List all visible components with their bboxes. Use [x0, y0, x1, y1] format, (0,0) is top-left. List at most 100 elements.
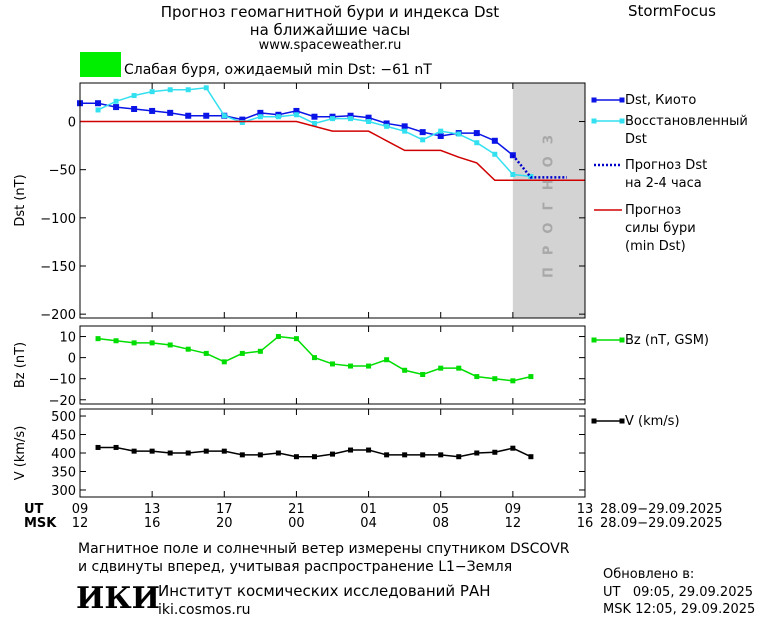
data-point [384, 452, 390, 458]
data-point [95, 107, 101, 113]
x-tick-label-msk: 16 [144, 516, 161, 531]
data-point [275, 114, 281, 120]
data-point [474, 450, 480, 456]
y-axis-label: Dst (nT) [13, 174, 28, 226]
legend-marker [619, 97, 625, 103]
data-point [167, 450, 173, 456]
data-point [293, 112, 299, 118]
legend-marker [619, 118, 625, 124]
data-point [131, 106, 138, 113]
data-point [257, 348, 263, 354]
legend-label: Прогноз силы бури (min Dst) [625, 203, 696, 254]
updated-msk: MSK 12:05, 29.09.2025 [603, 602, 756, 617]
data-point [492, 449, 498, 455]
legend-marker [619, 337, 625, 343]
data-point [239, 452, 245, 458]
data-point [221, 113, 227, 119]
data-point [203, 448, 209, 454]
updated-ut: UT 09:05, 29.09.2025 [603, 585, 754, 600]
legend-marker [591, 418, 597, 424]
data-point [348, 363, 354, 369]
forecast-label: ПРОГНОЗ [541, 123, 556, 278]
data-point [275, 450, 281, 456]
x-tick-label: 01 [360, 502, 377, 517]
data-point [113, 98, 119, 104]
site-url: www.spaceweather.ru [258, 38, 402, 53]
data-point [239, 116, 246, 123]
date-range: 28.09−29.09.2025 [600, 516, 723, 531]
data-point [113, 338, 119, 344]
data-point [149, 448, 155, 454]
y-tick-label: 350 [51, 465, 76, 480]
data-point [221, 448, 227, 454]
data-point [239, 350, 245, 356]
data-point [293, 454, 299, 460]
legend-label: Прогноз Dst на 2-4 часа [625, 158, 708, 191]
plot-frame [79, 325, 586, 405]
data-point [330, 451, 335, 457]
data-point [311, 120, 317, 126]
legend-marker [591, 118, 597, 124]
data-point [420, 371, 426, 377]
data-point [366, 119, 372, 125]
legend-marker [591, 97, 597, 103]
data-point [311, 355, 317, 361]
data-point [384, 123, 390, 129]
institute-url: iki.cosmos.ru [158, 602, 251, 618]
data-point [348, 447, 354, 453]
data-point [185, 450, 191, 456]
brand: StormFocus [628, 2, 716, 20]
y-tick-label: 10 [59, 331, 76, 346]
data-point [456, 365, 462, 371]
data-point [257, 452, 263, 458]
data-point [185, 87, 191, 93]
data-point [402, 367, 408, 373]
msk-label: MSK [24, 516, 57, 531]
y-tick-label: 300 [51, 484, 76, 499]
y-tick-label: 0 [68, 352, 76, 367]
data-point [185, 112, 192, 119]
data-point [492, 151, 498, 157]
data-point [510, 171, 516, 177]
x-tick-label-msk: 08 [432, 516, 449, 531]
x-tick-label: 13 [577, 502, 594, 517]
y-tick-label: −50 [49, 164, 76, 179]
data-point [528, 374, 534, 380]
x-tick-label: 21 [288, 502, 305, 517]
data-point [239, 119, 245, 125]
legend-marker [591, 337, 597, 343]
plot-frame [79, 82, 586, 319]
status-color [80, 52, 121, 77]
data-point [456, 454, 462, 460]
data-point [131, 448, 137, 454]
data-point [185, 346, 191, 352]
data-point [420, 452, 426, 458]
data-point [401, 123, 408, 130]
institute: Институт космических исследований РАН [158, 582, 491, 600]
data-point [95, 444, 101, 450]
data-point [203, 350, 209, 356]
legend-label: Bz (nT, GSM) [625, 333, 710, 348]
data-point [473, 130, 480, 137]
data-point [419, 129, 426, 136]
data-point [149, 89, 155, 95]
x-tick-label-msk: 20 [216, 516, 233, 531]
x-tick-label-msk: 12 [505, 516, 522, 531]
title: Прогноз геомагнитной бури и индекса Dst … [160, 3, 500, 39]
data-point [366, 447, 372, 453]
data-point [149, 107, 156, 114]
x-tick-label-msk: 16 [577, 516, 594, 531]
data-point [330, 116, 335, 122]
forecast-region [512, 83, 585, 318]
data-point [384, 357, 390, 363]
legend-label: Dst, Киото [625, 93, 697, 108]
x-tick-label: 17 [216, 502, 233, 517]
y-tick-label: 400 [51, 447, 76, 462]
series-line [97, 87, 531, 178]
x-tick-label-msk: 04 [360, 516, 377, 531]
y-axis-label: Bz (nT) [13, 342, 28, 388]
x-tick-label: 05 [432, 502, 449, 517]
data-point [113, 104, 120, 111]
